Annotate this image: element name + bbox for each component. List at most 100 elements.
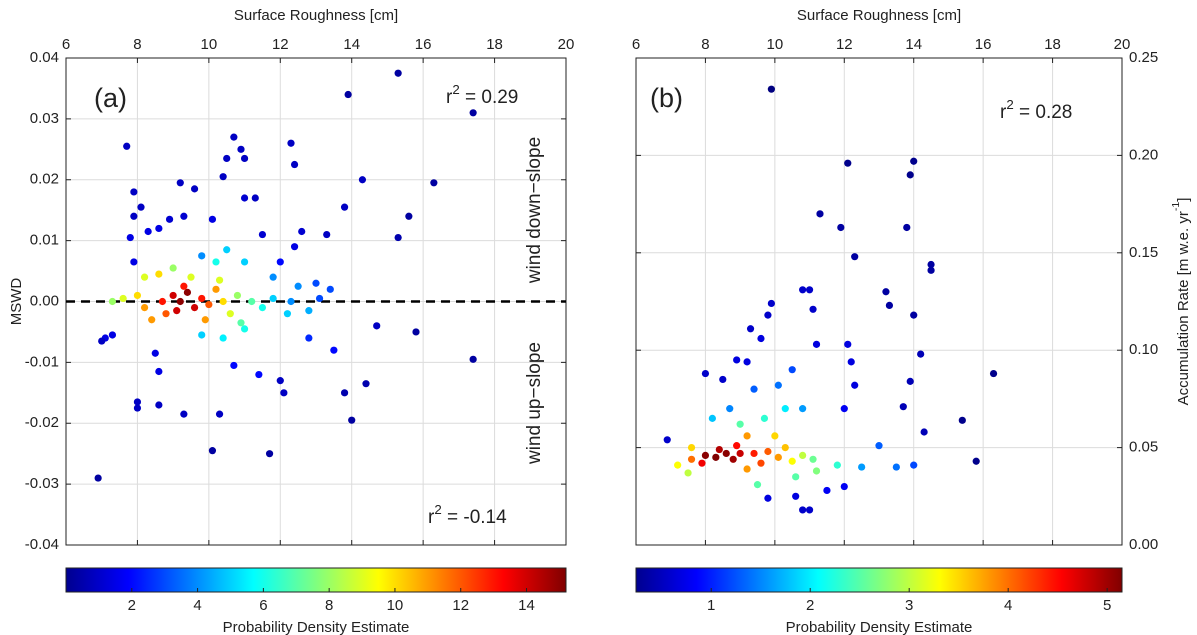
point — [344, 90, 352, 99]
point — [165, 215, 174, 223]
point — [764, 311, 772, 319]
point — [158, 297, 167, 306]
colorbar-tick-label: 2 — [128, 597, 136, 614]
annotation: r2 = 0.28 — [1000, 97, 1072, 124]
x-tick-label: 6 — [632, 36, 640, 53]
point — [230, 133, 238, 141]
point — [258, 230, 267, 239]
y-axis-title: Accumulation Rate [m w.e. yr-1] — [1170, 198, 1192, 406]
point — [767, 299, 775, 308]
colorbar-tick-label: 8 — [325, 597, 333, 614]
point — [698, 459, 706, 467]
point — [816, 210, 824, 218]
point — [972, 457, 980, 465]
point — [219, 297, 227, 306]
point — [792, 492, 800, 500]
point — [144, 227, 152, 236]
y-tick-label: -0.02 — [25, 414, 59, 431]
point — [155, 401, 163, 409]
point — [743, 465, 751, 473]
y-tick-label: 0.01 — [30, 232, 59, 249]
colorbar-tick-label: 12 — [452, 597, 469, 614]
colorbar-tick-label: 5 — [1103, 597, 1111, 614]
point — [899, 403, 907, 411]
point — [130, 212, 138, 220]
point — [812, 340, 821, 348]
point — [750, 449, 758, 458]
y-tick-label: 0.05 — [1129, 439, 1158, 456]
point — [405, 212, 413, 220]
point — [155, 270, 163, 278]
side-label: wind down−slope — [524, 137, 545, 284]
x-tick-label: 18 — [486, 36, 503, 53]
text-part: Accumulation Rate [m w.e. yr — [1175, 211, 1192, 405]
point — [788, 366, 796, 374]
point — [684, 469, 692, 477]
point — [674, 461, 682, 469]
colorbar — [65, 567, 567, 593]
x-tick-label: 14 — [343, 36, 360, 53]
point — [774, 453, 782, 461]
point — [180, 410, 188, 418]
point — [875, 442, 883, 450]
point — [190, 303, 199, 312]
point — [989, 369, 998, 378]
point — [844, 159, 852, 167]
point — [298, 227, 306, 236]
point — [412, 328, 420, 336]
point — [799, 405, 807, 413]
point — [176, 179, 184, 187]
point — [743, 358, 751, 366]
point — [176, 297, 184, 306]
point — [712, 453, 720, 461]
x-tick-label: 8 — [701, 36, 709, 53]
text-part: r — [446, 87, 453, 108]
point — [155, 367, 163, 376]
x-tick-label: 10 — [201, 36, 218, 53]
text-part: r — [428, 507, 435, 528]
point — [151, 349, 159, 357]
point — [910, 157, 918, 165]
point — [809, 305, 817, 313]
point — [733, 442, 741, 450]
point — [927, 266, 935, 274]
point — [98, 337, 106, 345]
point — [753, 481, 762, 489]
colorbar-title: Probability Density Estimate — [786, 619, 973, 635]
y-tick-label: 0.02 — [30, 171, 59, 188]
x-tick-label: 20 — [1114, 36, 1131, 53]
point — [701, 369, 710, 378]
point — [133, 404, 142, 412]
y-tick-label: 0.03 — [30, 110, 59, 127]
point — [290, 243, 299, 251]
point — [788, 457, 796, 465]
colorbar-tick-label: 4 — [1004, 597, 1012, 614]
point — [750, 385, 758, 393]
colorbar-tick-label: 14 — [518, 597, 535, 614]
colorbar-tick-label: 4 — [193, 597, 201, 614]
point — [910, 461, 918, 469]
point — [305, 334, 313, 342]
text-part: = 0.28 — [1014, 102, 1073, 123]
x-tick-label: 14 — [905, 36, 922, 53]
point — [283, 310, 292, 318]
point — [305, 307, 313, 315]
superscript: -1 — [1170, 202, 1182, 211]
colorbar-tick-label: 6 — [259, 597, 267, 614]
point — [858, 463, 866, 471]
panel-label: (a) — [94, 83, 127, 113]
point — [764, 447, 772, 456]
point — [774, 381, 782, 389]
point — [743, 432, 751, 440]
point — [340, 203, 349, 211]
point — [265, 450, 274, 458]
point — [123, 142, 131, 150]
point — [851, 253, 859, 261]
point — [187, 273, 195, 281]
point — [726, 405, 734, 413]
point — [340, 389, 349, 397]
text-part: = -0.14 — [442, 507, 507, 528]
point — [323, 230, 331, 239]
point — [373, 322, 381, 330]
point — [287, 139, 295, 147]
